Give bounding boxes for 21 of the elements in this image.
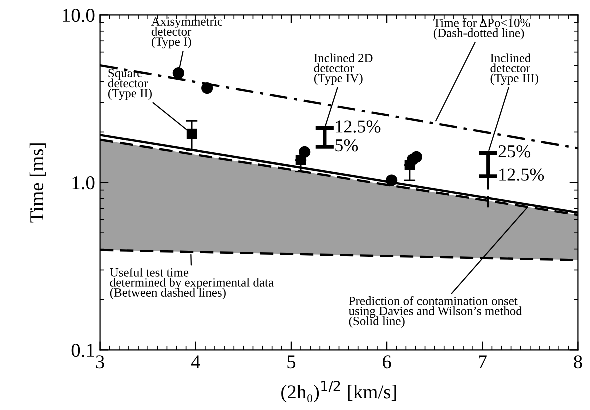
annotation: 25%: [498, 145, 531, 158]
annotation: Useful test time determined by experimental data (Between dashed lines): [110, 268, 274, 300]
y-tick-label: 1.0: [72, 176, 95, 190]
annotation: 12.5%: [500, 168, 544, 181]
y-axis-title: Time [ms]: [30, 144, 46, 223]
x-tick-label: 7: [479, 356, 487, 368]
x-tick-label: 3: [96, 356, 104, 369]
x-tick-label: 8: [574, 356, 582, 369]
annotation: Inclined 2D detector (Type IV): [314, 54, 373, 86]
y-tick-label: 0.1: [72, 344, 94, 358]
x-tick-label: 5: [288, 356, 296, 369]
x-tick-label: 4: [191, 356, 200, 368]
annotation: Time for ΔPo<10% (Dash-dotted line): [434, 18, 530, 40]
x-axis-title: (2h₀)$^{1/2}$ [km/s]: [282, 380, 396, 403]
y-tick-label: 10.0: [63, 8, 95, 22]
annotation: Prediction of contamination onset using Davies and Wilson’s method (Solid line): [348, 296, 522, 328]
annotation: Inclined detector (Type III): [490, 54, 538, 86]
x-tick-label: 6: [383, 356, 392, 369]
annotation: 5%: [336, 139, 358, 152]
annotation: Axisymmetric detector (Type I): [152, 18, 223, 49]
annotation: 12.5%: [336, 120, 381, 133]
